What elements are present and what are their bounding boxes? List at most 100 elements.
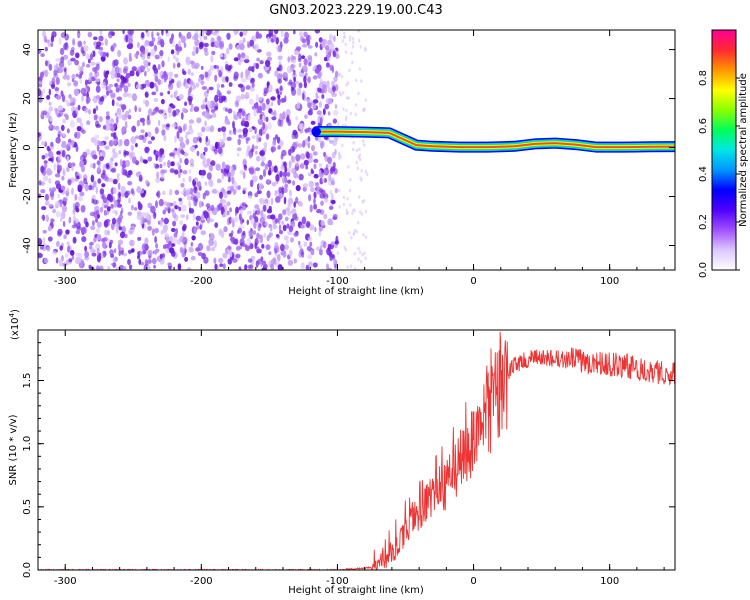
noise-blob bbox=[265, 133, 270, 140]
noise-blob bbox=[142, 83, 147, 89]
noise-blob bbox=[173, 232, 178, 238]
noise-blob bbox=[265, 102, 271, 110]
noise-blob bbox=[282, 72, 288, 79]
noise-blob bbox=[196, 181, 202, 187]
noise-blob bbox=[252, 175, 258, 183]
noise-blob bbox=[95, 265, 100, 270]
noise-blob bbox=[41, 155, 46, 160]
noise-blob bbox=[359, 260, 363, 264]
noise-blob bbox=[186, 59, 191, 66]
noise-blob bbox=[323, 241, 327, 249]
noise-blob bbox=[264, 164, 268, 171]
noise-blob bbox=[127, 181, 133, 186]
noise-blob bbox=[81, 226, 87, 234]
noise-blob bbox=[324, 197, 329, 203]
noise-blob bbox=[334, 187, 338, 194]
noise-blob bbox=[70, 97, 77, 103]
noise-blob bbox=[89, 211, 95, 217]
noise-blob bbox=[266, 69, 271, 74]
noise-blob bbox=[162, 209, 166, 215]
noise-blob bbox=[295, 154, 301, 162]
noise-blob bbox=[130, 188, 135, 195]
noise-blob bbox=[284, 166, 288, 173]
noise-blob bbox=[351, 44, 355, 49]
noise-blob bbox=[95, 105, 99, 111]
noise-blob bbox=[321, 86, 328, 94]
noise-blob bbox=[292, 180, 296, 186]
noise-blob bbox=[129, 70, 135, 77]
noise-blob bbox=[59, 245, 63, 251]
noise-blob bbox=[270, 232, 273, 237]
noise-blob bbox=[121, 167, 125, 176]
noise-blob bbox=[61, 94, 66, 103]
noise-blob bbox=[75, 230, 81, 235]
noise-blob bbox=[275, 174, 280, 182]
noise-blob bbox=[200, 104, 206, 110]
noise-blob bbox=[124, 233, 128, 239]
noise-blob bbox=[42, 237, 46, 244]
noise-blob bbox=[96, 247, 100, 256]
noise-blob bbox=[315, 91, 319, 100]
noise-blob bbox=[167, 160, 171, 168]
noise-blob bbox=[112, 60, 116, 68]
noise-blob bbox=[323, 213, 328, 220]
noise-blob bbox=[329, 43, 335, 51]
noise-blob bbox=[328, 139, 334, 144]
noise-blob bbox=[273, 30, 279, 35]
noise-blob bbox=[99, 206, 104, 213]
noise-blob bbox=[130, 30, 134, 34]
noise-blob bbox=[140, 261, 144, 266]
noise-blob bbox=[197, 132, 203, 137]
noise-blob bbox=[249, 98, 254, 105]
noise-blob bbox=[306, 38, 311, 46]
noise-blob bbox=[45, 200, 50, 206]
noise-blob bbox=[174, 135, 177, 143]
noise-blob bbox=[114, 201, 118, 208]
noise-blob bbox=[293, 141, 299, 148]
noise-blob bbox=[155, 192, 159, 197]
noise-blob bbox=[113, 248, 117, 254]
noise-blob bbox=[279, 230, 283, 235]
noise-blob bbox=[55, 257, 59, 264]
noise-blob bbox=[40, 165, 45, 174]
noise-blob bbox=[189, 60, 194, 65]
noise-blob bbox=[195, 82, 200, 88]
noise-blob bbox=[48, 88, 51, 96]
noise-blob bbox=[237, 53, 241, 61]
noise-blob bbox=[188, 79, 194, 86]
noise-blob bbox=[71, 224, 77, 229]
noise-blob bbox=[148, 40, 154, 47]
noise-blob bbox=[356, 166, 360, 171]
noise-blob bbox=[103, 219, 109, 228]
noise-blob bbox=[230, 169, 235, 177]
noise-blob bbox=[327, 98, 333, 105]
noise-blob bbox=[358, 67, 362, 71]
noise-blob bbox=[307, 236, 313, 242]
noise-blob bbox=[146, 67, 150, 73]
noise-blob bbox=[69, 49, 75, 56]
noise-blob bbox=[112, 132, 117, 140]
noise-blob bbox=[240, 71, 244, 79]
noise-blob bbox=[223, 211, 229, 217]
noise-blob bbox=[254, 192, 259, 198]
noise-blob bbox=[90, 136, 96, 143]
noise-blob bbox=[63, 234, 67, 240]
noise-blob bbox=[191, 51, 196, 56]
noise-blob bbox=[302, 183, 309, 188]
noise-blob bbox=[260, 209, 264, 218]
noise-blob bbox=[266, 235, 270, 242]
noise-blob bbox=[304, 114, 308, 119]
noise-blob bbox=[267, 159, 273, 168]
noise-blob bbox=[333, 259, 337, 264]
noise-blob bbox=[113, 123, 117, 128]
noise-blob bbox=[350, 51, 353, 56]
noise-blob bbox=[71, 255, 75, 260]
noise-blob bbox=[175, 57, 179, 63]
noise-blob bbox=[120, 250, 124, 256]
noise-blob bbox=[92, 154, 98, 160]
noise-blob bbox=[239, 31, 244, 37]
colorbar-tick-label: 0.2 bbox=[698, 214, 709, 230]
noise-blob bbox=[308, 62, 312, 67]
noise-blob bbox=[87, 109, 92, 115]
noise-blob bbox=[206, 172, 212, 180]
